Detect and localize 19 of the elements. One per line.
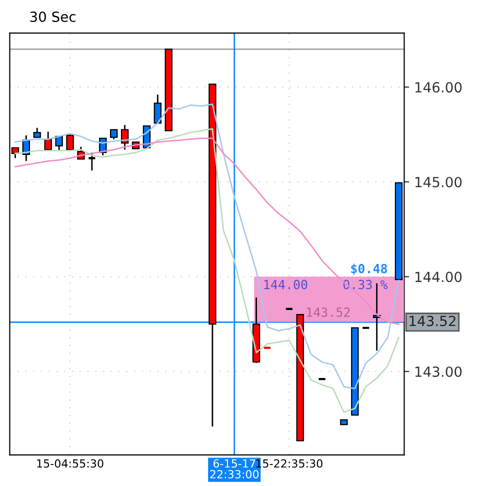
x-tick-label: 15-04:55:30 (37, 459, 104, 468)
annotation: $0.48 (351, 264, 387, 275)
line-series (14, 103, 400, 390)
candlestick (110, 129, 118, 140)
candlestick (33, 127, 41, 138)
annotation: 144.00 (264, 280, 308, 290)
y-tick-label: 146.00 (415, 82, 462, 93)
candlestick (154, 94, 162, 124)
candlestick (66, 134, 74, 152)
y-tick-label: 145.00 (415, 176, 462, 188)
ref-line-label: 143.52 (307, 307, 350, 317)
y-tick-label: 143.00 (415, 366, 462, 377)
annotation: 0.33 % (343, 280, 388, 290)
y-tick-label: 144.00 (415, 272, 462, 282)
candlestick (44, 130, 52, 150)
candlestick (88, 152, 96, 172)
text: 143.52 (410, 316, 456, 326)
candlestick (55, 136, 63, 152)
chart-title: 30 Sec (30, 12, 76, 22)
